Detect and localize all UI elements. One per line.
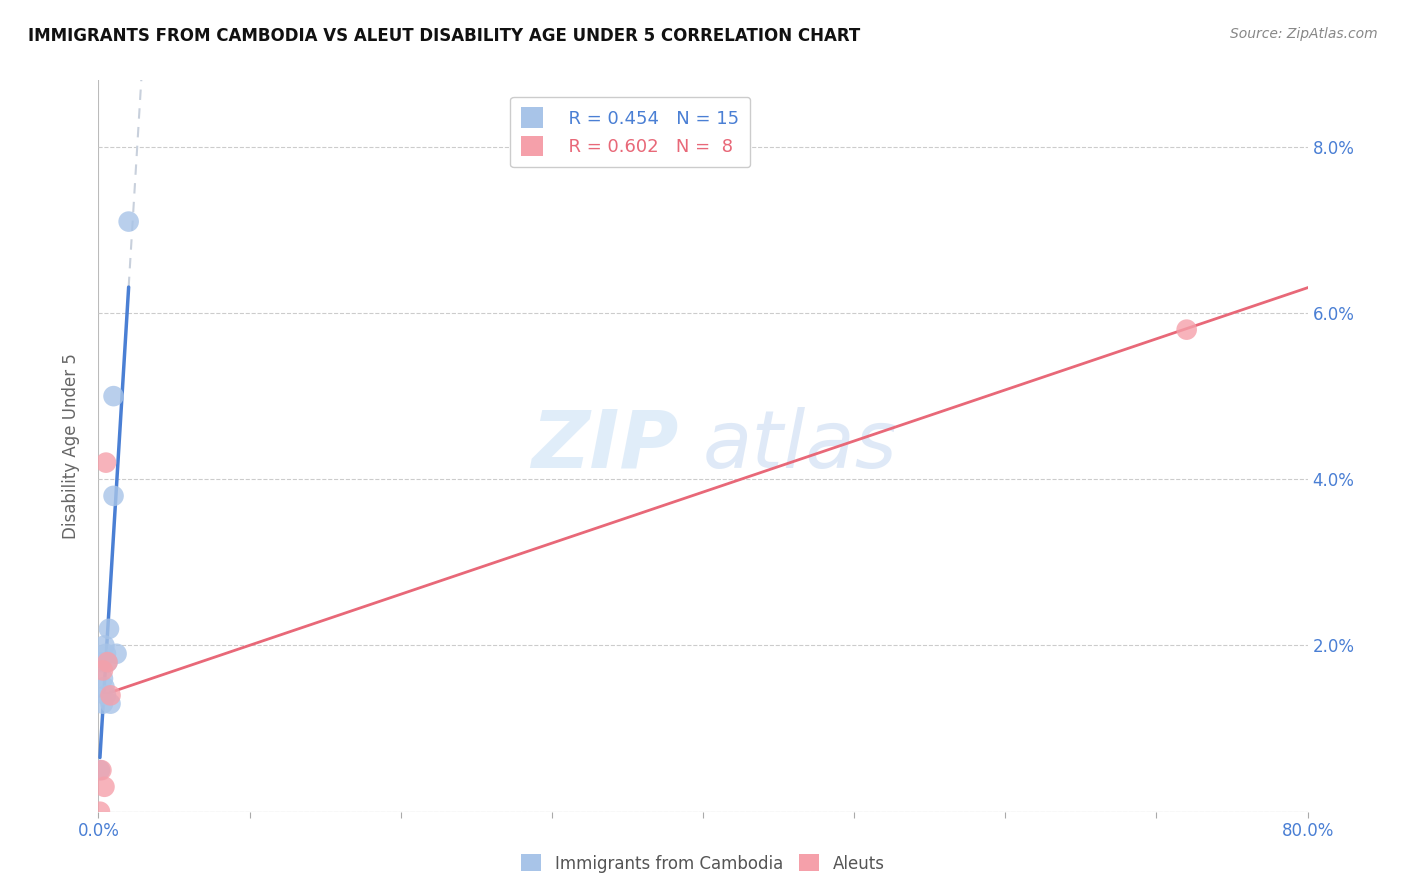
Point bbox=[100, 697, 122, 711]
Point bbox=[93, 780, 115, 794]
Text: Source: ZipAtlas.com: Source: ZipAtlas.com bbox=[1230, 27, 1378, 41]
Point bbox=[91, 697, 114, 711]
Point bbox=[118, 214, 141, 228]
Point bbox=[93, 680, 115, 694]
Point bbox=[94, 689, 117, 703]
Point bbox=[91, 672, 114, 686]
Point bbox=[89, 805, 111, 819]
Legend: Immigrants from Cambodia, Aleuts: Immigrants from Cambodia, Aleuts bbox=[515, 847, 891, 880]
Point bbox=[94, 647, 117, 661]
Point bbox=[105, 647, 128, 661]
Text: IMMIGRANTS FROM CAMBODIA VS ALEUT DISABILITY AGE UNDER 5 CORRELATION CHART: IMMIGRANTS FROM CAMBODIA VS ALEUT DISABI… bbox=[28, 27, 860, 45]
Point bbox=[103, 389, 125, 403]
Point bbox=[94, 456, 117, 470]
Point bbox=[90, 655, 112, 669]
Point bbox=[91, 664, 114, 678]
Text: atlas: atlas bbox=[703, 407, 898, 485]
Y-axis label: Disability Age Under 5: Disability Age Under 5 bbox=[62, 353, 80, 539]
Point bbox=[93, 639, 115, 653]
Text: ZIP: ZIP bbox=[531, 407, 679, 485]
Point bbox=[90, 763, 112, 777]
Point bbox=[96, 655, 118, 669]
Point bbox=[89, 763, 111, 777]
Point bbox=[100, 689, 122, 703]
Legend:   R = 0.454   N = 15,   R = 0.602   N =  8: R = 0.454 N = 15, R = 0.602 N = 8 bbox=[510, 96, 751, 167]
Point bbox=[103, 489, 125, 503]
Point bbox=[96, 655, 118, 669]
Point bbox=[98, 622, 121, 636]
Point bbox=[1175, 323, 1198, 337]
